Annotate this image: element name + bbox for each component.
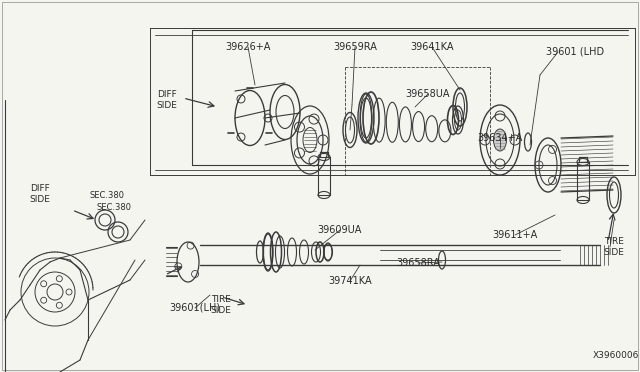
- Text: 39658UA: 39658UA: [406, 89, 451, 99]
- Text: TIRE
SIDE: TIRE SIDE: [211, 295, 232, 315]
- Text: DIFF
SIDE: DIFF SIDE: [157, 90, 177, 110]
- Text: X3960006: X3960006: [593, 352, 639, 360]
- Text: DIFF
SIDE: DIFF SIDE: [29, 184, 51, 204]
- Text: 39641KA: 39641KA: [410, 42, 454, 52]
- Text: 39611+A: 39611+A: [492, 230, 538, 240]
- Text: SEC.380: SEC.380: [90, 192, 125, 201]
- Ellipse shape: [493, 129, 506, 151]
- Text: 39609UA: 39609UA: [318, 225, 362, 235]
- Text: 39634+A: 39634+A: [477, 133, 523, 143]
- Text: 39659RA: 39659RA: [333, 42, 377, 52]
- Text: 39741KA: 39741KA: [328, 276, 372, 286]
- Text: 39601(LH): 39601(LH): [170, 303, 221, 313]
- Text: TIRE
SIDE: TIRE SIDE: [604, 237, 625, 257]
- Text: 39658RA: 39658RA: [396, 258, 440, 268]
- Text: SEC.380: SEC.380: [97, 203, 131, 212]
- Text: 39601 (LHD: 39601 (LHD: [546, 47, 604, 57]
- Text: 39626+A: 39626+A: [225, 42, 271, 52]
